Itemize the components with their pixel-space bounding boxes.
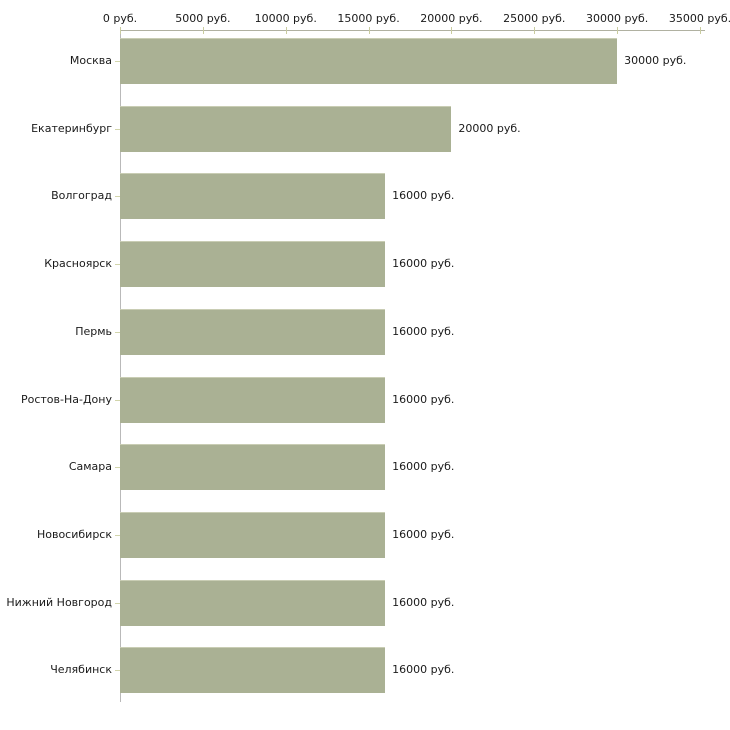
category-tick-mark: [115, 534, 120, 536]
bar: [120, 105, 452, 152]
bar-row: Челябинск 16000 руб.: [0, 643, 730, 711]
bar-row: Пермь 16000 руб.: [0, 305, 730, 373]
bar: [120, 241, 386, 288]
x-tick-label: 35000 руб.: [668, 12, 730, 25]
category-tick-mark: [115, 670, 120, 672]
bar: [120, 173, 386, 220]
x-tick-label: 10000 руб.: [254, 12, 317, 25]
category-tick-mark: [115, 264, 120, 266]
bar: [120, 308, 386, 355]
category-label: Москва: [69, 54, 112, 67]
x-tick-label: 25000 руб.: [503, 12, 566, 25]
category-tick-mark: [115, 128, 120, 130]
x-tick-label: 20000 руб.: [420, 12, 483, 25]
category-label: Челябинск: [50, 663, 112, 677]
bar-row: Самара 16000 руб.: [0, 440, 730, 508]
category-tick-mark: [115, 61, 120, 62]
value-label: 20000 руб.: [458, 121, 521, 135]
category-tick-mark: [115, 602, 120, 604]
x-tick-mark: [368, 27, 370, 34]
category-label: Новосибирск: [36, 527, 112, 541]
x-tick-label: 30000 руб.: [586, 12, 649, 25]
x-tick-label: 15000 руб.: [337, 12, 400, 25]
category-tick-mark: [115, 196, 120, 198]
category-label: Самара: [68, 460, 112, 474]
x-tick-label: 0 руб.: [102, 12, 138, 25]
category-label: Екатеринбург: [31, 121, 112, 135]
bar-row: Москва 30000 руб.: [0, 34, 730, 102]
x-tick-mark: [285, 27, 287, 34]
category-tick-mark: [115, 331, 120, 333]
x-tick-mark: [534, 27, 536, 34]
category-label: Волгоград: [51, 189, 112, 203]
bar: [120, 444, 386, 491]
value-label: 16000 руб.: [392, 595, 455, 609]
bar: [120, 38, 618, 84]
value-label: 16000 руб.: [392, 392, 455, 406]
bar: [120, 579, 386, 626]
category-label: Пермь: [75, 324, 112, 338]
value-label: 16000 руб.: [392, 527, 455, 541]
bar-row: Новосибирск 16000 руб.: [0, 508, 730, 576]
bar: [120, 511, 386, 558]
value-label: 16000 руб.: [392, 257, 455, 271]
x-tick-mark: [700, 27, 701, 34]
bar-row: Нижний Новгород 16000 руб.: [0, 576, 730, 644]
category-label: Нижний Новгород: [6, 595, 112, 609]
bar-row: Волгоград 16000 руб.: [0, 169, 730, 237]
bar-row: Красноярск 16000 руб.: [0, 237, 730, 305]
value-label: 16000 руб.: [392, 324, 455, 338]
x-tick-mark: [451, 27, 453, 34]
value-label: 30000 руб.: [624, 54, 687, 67]
y-axis-line: [120, 28, 121, 702]
x-tick-mark: [617, 27, 619, 34]
category-tick-mark: [115, 399, 120, 401]
bar-row: Екатеринбург 20000 руб.: [0, 102, 730, 170]
value-label: 16000 руб.: [392, 189, 455, 203]
category-label: Красноярск: [44, 257, 112, 271]
category-tick-mark: [115, 467, 120, 469]
category-label: Ростов-На-Дону: [20, 392, 112, 406]
bar: [120, 647, 386, 694]
value-label: 16000 руб.: [392, 460, 455, 474]
x-tick-mark: [120, 27, 121, 34]
x-axis-line: [120, 30, 705, 31]
x-tick-mark: [202, 27, 204, 34]
bar: [120, 376, 386, 423]
value-label: 16000 руб.: [392, 663, 455, 677]
bar-row: Ростов-На-Дону 16000 руб.: [0, 373, 730, 441]
x-tick-label: 5000 руб.: [175, 12, 231, 25]
